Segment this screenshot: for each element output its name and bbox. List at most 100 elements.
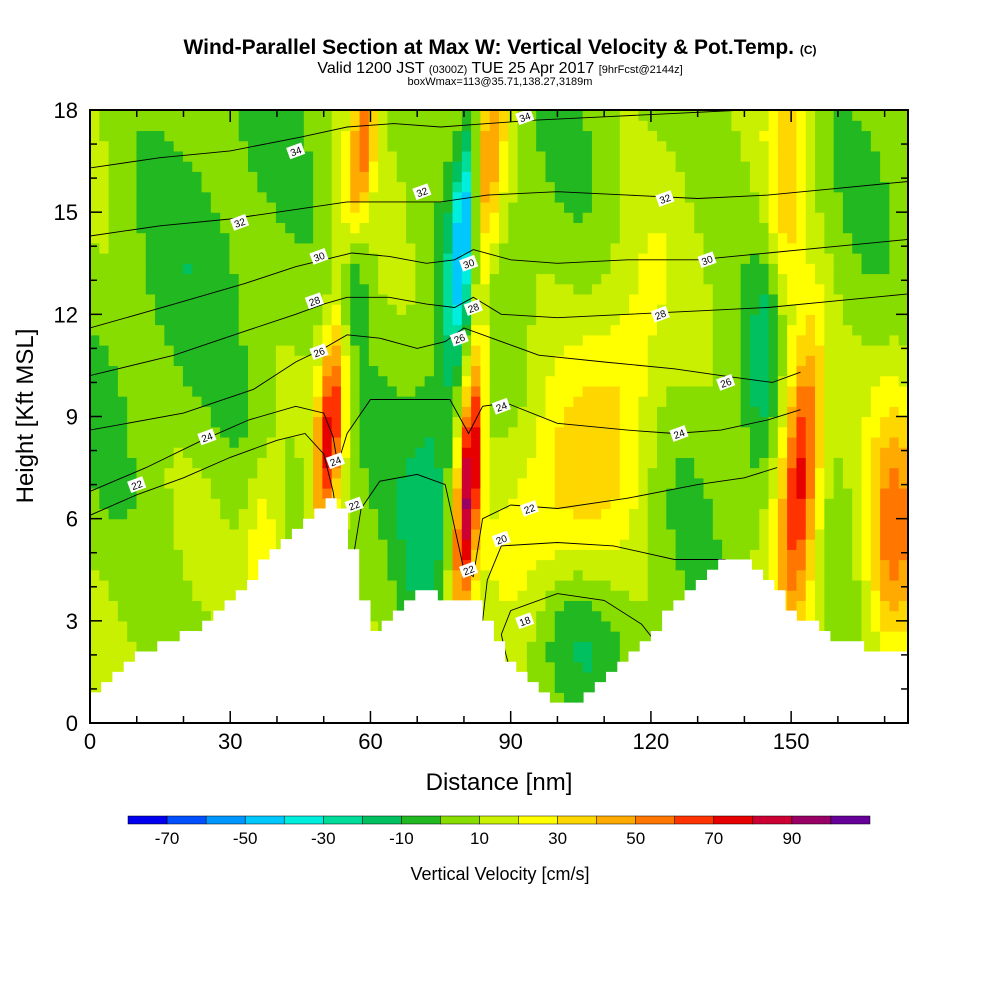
velocity-cell <box>480 110 491 121</box>
velocity-cell <box>842 467 853 479</box>
velocity-cell <box>406 140 416 152</box>
velocity-cell <box>368 559 379 571</box>
velocity-cell <box>359 590 370 601</box>
velocity-cell <box>694 212 705 223</box>
velocity-cell <box>350 375 361 387</box>
velocity-cell <box>629 620 640 632</box>
velocity-cell <box>610 447 621 458</box>
velocity-cell <box>545 671 556 683</box>
velocity-cell <box>591 620 602 632</box>
velocity-cell <box>359 222 370 234</box>
velocity-cell <box>657 559 667 571</box>
velocity-cell <box>136 518 147 530</box>
velocity-cell <box>759 304 770 315</box>
velocity-cell <box>396 212 407 223</box>
velocity-cell <box>443 579 454 591</box>
velocity-cell <box>406 334 416 346</box>
velocity-cell <box>145 253 156 264</box>
velocity-cell <box>350 334 361 346</box>
velocity-cell <box>554 130 565 142</box>
velocity-cell <box>424 242 435 254</box>
velocity-cell <box>155 191 165 203</box>
velocity-cell <box>108 528 119 540</box>
velocity-cell <box>350 355 361 367</box>
velocity-cell <box>192 426 203 438</box>
velocity-cell <box>787 590 798 601</box>
velocity-cell <box>173 375 184 387</box>
velocity-cell <box>433 375 444 387</box>
velocity-cell <box>489 457 500 469</box>
velocity-cell <box>99 181 110 193</box>
velocity-cell <box>443 314 454 326</box>
velocity-cell <box>517 263 528 275</box>
velocity-cell <box>852 396 863 407</box>
velocity-cell <box>508 253 519 264</box>
velocity-cell <box>117 610 128 622</box>
velocity-cell <box>229 385 240 397</box>
velocity-cell <box>424 222 435 234</box>
velocity-cell <box>164 406 175 418</box>
velocity-cell <box>424 396 435 407</box>
velocity-cell <box>852 222 863 234</box>
velocity-cell <box>545 355 556 367</box>
velocity-cell <box>852 559 863 571</box>
velocity-cell <box>424 569 435 581</box>
velocity-cell <box>657 426 667 438</box>
velocity-cell <box>90 406 100 418</box>
velocity-cell <box>331 396 342 407</box>
velocity-cell <box>433 304 444 315</box>
velocity-cell <box>777 365 788 377</box>
velocity-cell <box>536 590 547 601</box>
velocity-cell <box>359 559 370 571</box>
velocity-cell <box>694 171 705 183</box>
velocity-cell <box>285 375 296 387</box>
velocity-cell <box>210 283 221 295</box>
velocity-cell <box>554 191 565 203</box>
velocity-cell <box>294 314 305 326</box>
velocity-cell <box>90 610 100 622</box>
velocity-cell <box>591 242 602 254</box>
velocity-cell <box>712 467 723 479</box>
velocity-cell <box>424 110 435 121</box>
velocity-cell <box>90 457 100 469</box>
velocity-cell <box>443 508 454 520</box>
velocity-cell <box>842 559 853 571</box>
velocity-cell <box>238 426 249 438</box>
velocity-cell <box>443 263 454 275</box>
velocity-cell <box>610 549 621 561</box>
velocity-cell <box>815 396 825 407</box>
velocity-cell <box>340 406 351 418</box>
velocity-cell <box>554 682 565 693</box>
velocity-cell <box>90 559 100 571</box>
velocity-cell <box>406 498 416 510</box>
velocity-cell <box>526 293 537 305</box>
velocity-cell <box>489 212 500 223</box>
velocity-cell <box>229 416 240 428</box>
velocity-cell <box>722 324 732 336</box>
velocity-cell <box>768 406 779 418</box>
velocity-cell <box>591 150 602 162</box>
velocity-cell <box>638 569 649 581</box>
velocity-cell <box>368 365 379 377</box>
velocity-cell <box>536 201 547 213</box>
velocity-cell <box>182 161 193 172</box>
velocity-cell <box>266 232 277 244</box>
velocity-cell <box>768 549 779 561</box>
velocity-cell <box>220 161 231 172</box>
velocity-cell <box>136 600 147 612</box>
velocity-cell <box>210 498 221 510</box>
velocity-cell <box>573 488 584 499</box>
velocity-cell <box>155 334 165 346</box>
velocity-cell <box>489 518 500 530</box>
velocity-cell <box>99 559 110 571</box>
velocity-cell <box>145 344 156 356</box>
velocity-cell <box>275 436 286 448</box>
velocity-cell <box>322 447 333 458</box>
velocity-cell <box>210 263 221 275</box>
velocity-cell <box>573 283 584 295</box>
velocity-cell <box>824 579 835 591</box>
velocity-cell <box>406 559 416 571</box>
velocity-cell <box>545 396 556 407</box>
velocity-cell <box>182 375 193 387</box>
velocity-cell <box>536 457 547 469</box>
